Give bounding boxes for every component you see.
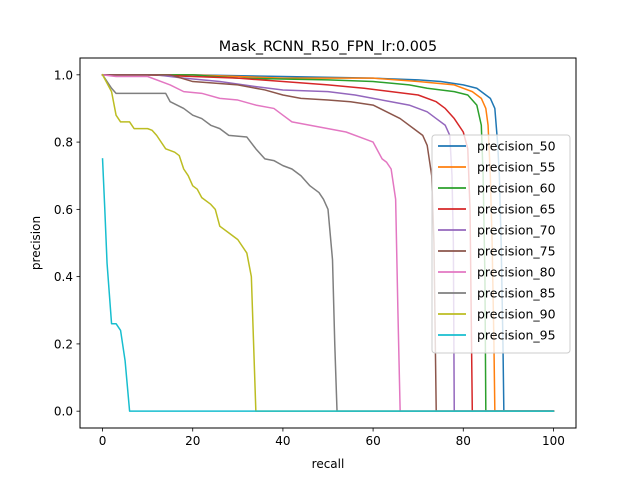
legend-label-precision_95: precision_95 — [477, 328, 556, 343]
series-line-precision_95 — [101, 158, 555, 412]
legend: precision_50 precision_55 precision_60prec… — [431, 134, 571, 354]
x-tick-label: 100 — [542, 434, 565, 448]
legend-label-precision_70: precision_70 — [477, 223, 556, 238]
y-tick-label: 0.4 — [54, 270, 73, 284]
y-tick-label: 0.6 — [54, 203, 73, 217]
x-axis: 0 20 40 60 80 100 — [99, 428, 565, 448]
legend-label-precision_65: precision_65 — [477, 202, 556, 217]
y-tick-label: 1.0 — [54, 68, 73, 82]
legend-label-precision_50: precision_50 — [477, 139, 556, 154]
x-tick-label: 20 — [185, 434, 200, 448]
x-tick-label: 60 — [365, 434, 380, 448]
y-tick-label: 0.0 — [54, 405, 73, 419]
x-tick-label: 80 — [456, 434, 471, 448]
legend-label-precision_80: precision_80 — [477, 265, 556, 280]
legend-label-precision_60: precision_60 — [477, 181, 556, 196]
x-axis-label: recall — [312, 457, 345, 471]
y-tick-label: 0.8 — [54, 136, 73, 150]
legend-box — [431, 134, 571, 354]
series-line-precision_85 — [101, 73, 555, 412]
series-line-precision_90 — [101, 73, 555, 412]
y-tick-label: 0.2 — [54, 337, 73, 351]
x-tick-label: 40 — [275, 434, 290, 448]
series-layer — [101, 73, 555, 412]
y-axis-label: precision — [29, 216, 43, 270]
x-tick-label: 0 — [99, 434, 107, 448]
legend-label-precision_85: precision_85 — [477, 286, 556, 301]
series-line-precision_80 — [101, 73, 555, 412]
y-axis: 0.0 0.2 0.4 0.6 0.8 1.0 — [54, 68, 80, 419]
plot-frame — [79, 57, 577, 429]
chart-title: Mask_RCNN_R50_FPN_lr:0.005 — [219, 39, 437, 55]
legend-label-precision_55: precision_55 — [477, 160, 556, 175]
legend-label-precision_90: precision_90 — [477, 307, 556, 322]
legend-label-precision_75: precision_75 — [477, 244, 556, 259]
